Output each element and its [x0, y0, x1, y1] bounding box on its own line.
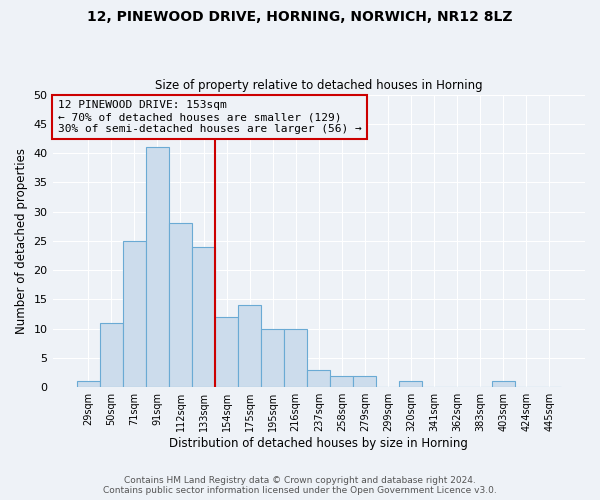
Y-axis label: Number of detached properties: Number of detached properties — [15, 148, 28, 334]
Bar — [330, 376, 353, 387]
Bar — [491, 382, 515, 387]
Text: Contains HM Land Registry data © Crown copyright and database right 2024.
Contai: Contains HM Land Registry data © Crown c… — [103, 476, 497, 495]
Bar — [353, 376, 376, 387]
Bar — [238, 306, 261, 387]
Bar — [215, 317, 238, 387]
Bar — [77, 382, 100, 387]
Text: 12, PINEWOOD DRIVE, HORNING, NORWICH, NR12 8LZ: 12, PINEWOOD DRIVE, HORNING, NORWICH, NR… — [87, 10, 513, 24]
Bar — [307, 370, 330, 387]
Bar — [261, 328, 284, 387]
Text: 12 PINEWOOD DRIVE: 153sqm
← 70% of detached houses are smaller (129)
30% of semi: 12 PINEWOOD DRIVE: 153sqm ← 70% of detac… — [58, 100, 362, 134]
Bar — [123, 241, 146, 387]
Bar — [146, 147, 169, 387]
Bar — [100, 323, 123, 387]
Bar — [192, 246, 215, 387]
Bar — [400, 382, 422, 387]
Title: Size of property relative to detached houses in Horning: Size of property relative to detached ho… — [155, 79, 482, 92]
X-axis label: Distribution of detached houses by size in Horning: Distribution of detached houses by size … — [169, 437, 468, 450]
Bar — [284, 328, 307, 387]
Bar — [169, 224, 192, 387]
